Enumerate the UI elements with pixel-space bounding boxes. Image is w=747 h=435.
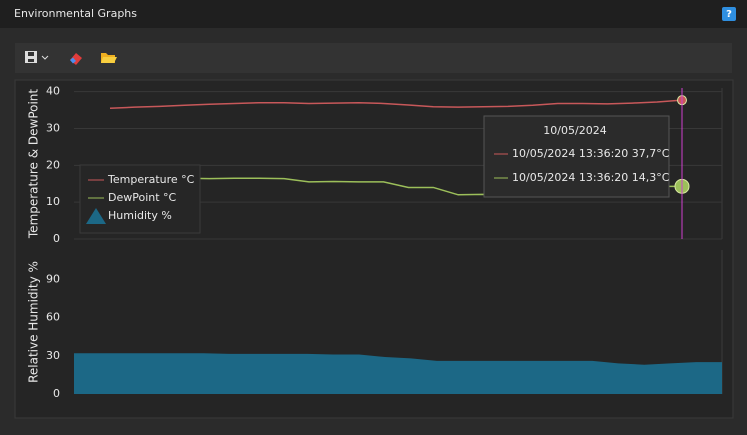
- help-icon: ?: [726, 9, 732, 20]
- tooltip-row: 10/05/2024 13:36:20 14,3°C: [512, 171, 670, 184]
- legend-label: Temperature °C: [107, 173, 195, 186]
- y-tick-label: 60: [46, 311, 60, 324]
- legend-label: DewPoint °C: [108, 191, 177, 204]
- help-button[interactable]: [722, 7, 736, 21]
- y-tick-label: 90: [46, 272, 60, 285]
- series-line: [109, 99, 683, 110]
- y-tick-label: 30: [46, 122, 60, 135]
- open-button[interactable]: [101, 53, 117, 63]
- y-tick-label: 40: [46, 85, 60, 98]
- y-axis-label: Temperature & DewPoint: [27, 89, 41, 240]
- tooltip-row: 10/05/2024 13:36:20 37,7°C: [512, 147, 670, 160]
- window-title: Environmental Graphs: [14, 7, 137, 20]
- series-area: [74, 353, 722, 394]
- y-tick-label: 30: [46, 349, 60, 362]
- tooltip-title: 10/05/2024: [543, 124, 606, 137]
- legend-label: Humidity %: [108, 209, 172, 222]
- y-tick-label: 0: [53, 232, 60, 245]
- toolbar: [15, 43, 732, 73]
- clear-button[interactable]: [70, 53, 82, 65]
- title-bar: [0, 0, 747, 28]
- legend-swatch: [86, 208, 106, 224]
- y-tick-label: 0: [53, 387, 60, 400]
- tooltip-box: [483, 115, 670, 198]
- y-tick-label: 20: [46, 158, 60, 171]
- tooltip: 10/05/2024 10/05/2024 13:36:20 37,7°C 10…: [483, 115, 670, 198]
- y-tick-label: 10: [46, 195, 60, 208]
- save-button[interactable]: [25, 51, 49, 63]
- y-axis-label: Relative Humidity %: [27, 261, 41, 383]
